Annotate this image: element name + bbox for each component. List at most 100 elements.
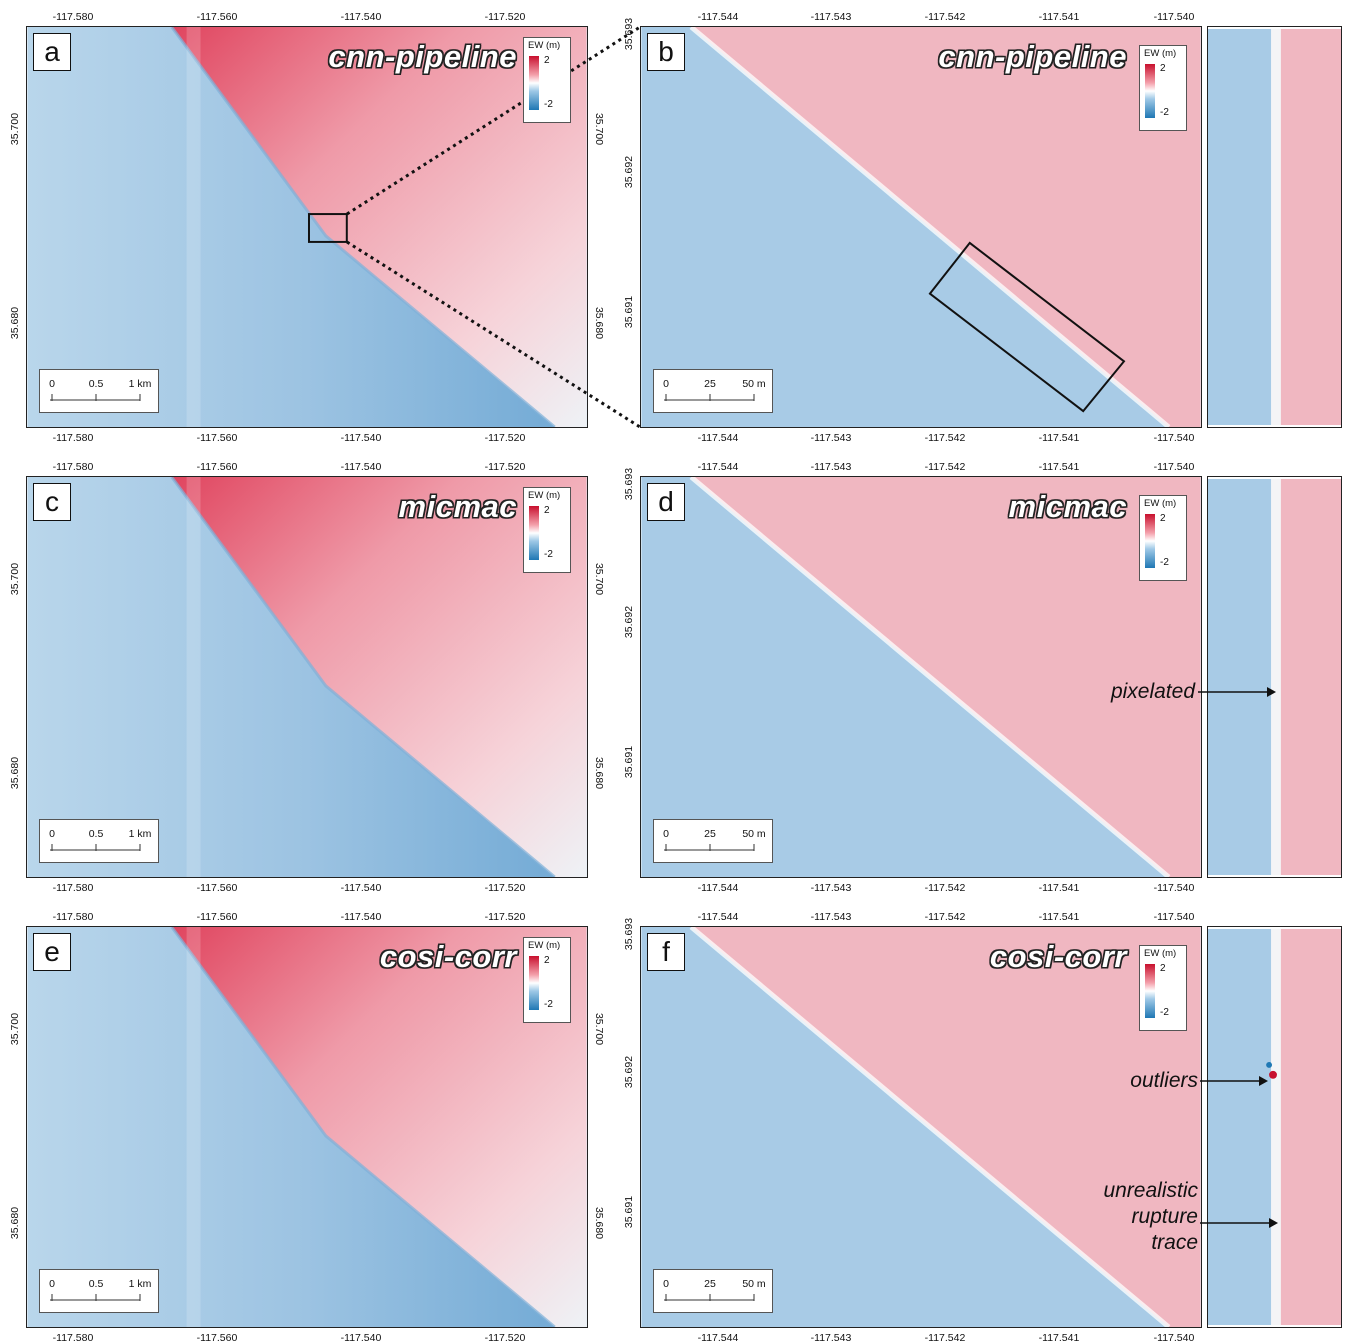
method-title: cosi-corr: [379, 939, 517, 974]
x-tick-label: -117.542: [924, 911, 966, 923]
y-tick-label: 35.700: [593, 1012, 605, 1046]
colorbar-max-label: 2: [1160, 513, 1166, 524]
colorbar-min-label: -2: [544, 549, 553, 560]
y-tick-label: 35.680: [593, 756, 605, 790]
fault-trace: [689, 477, 1171, 877]
east-block: [691, 477, 1201, 877]
x-tick-label: -117.543: [810, 461, 852, 473]
method-title: cosi-corr: [989, 939, 1127, 974]
scale-label: 50 m: [742, 378, 766, 390]
colorbar-title: EW (m): [1144, 948, 1177, 959]
scale-label: 0: [49, 378, 55, 390]
x-tick-label: -117.520: [484, 432, 526, 444]
colorbar-gradient: [1145, 964, 1155, 1018]
scale-bar: 0 25 50 m: [653, 819, 773, 863]
annotation-pixelated: pixelated: [1110, 680, 1195, 703]
scale-bar: 0 25 50 m: [653, 369, 773, 413]
y-tick-label: 35.692: [623, 1055, 635, 1089]
x-tick-label: -117.542: [924, 461, 966, 473]
colorbar-gradient: [529, 56, 539, 110]
scale-label: 0.5: [88, 378, 104, 390]
annotation-line: unrealistic: [1103, 1179, 1198, 1202]
x-tick-label: -117.541: [1038, 432, 1080, 444]
east-side: [1279, 928, 1341, 1326]
annotation-unrealistic-trace: unrealistic rupture trace: [1103, 1178, 1198, 1256]
method-title: micmac: [1008, 489, 1127, 524]
colorbar-title: EW (m): [528, 490, 561, 501]
y-tick-label: 35.693: [623, 917, 635, 951]
outlier-spot: [1266, 1061, 1273, 1068]
zoom-map-panel: f cosi-corr EW (m) 2 -2 0 25 50 m: [640, 926, 1202, 1328]
east-side: [1279, 478, 1341, 876]
scale-label: 0: [49, 1278, 55, 1290]
overview-map-panel: e cosi-corr EW (m) 2 -2 0 0.5 1 km: [26, 926, 588, 1328]
x-tick-label: -117.540: [1153, 461, 1195, 473]
method-title: cnn-pipeline: [328, 39, 517, 74]
annotation-outliers: outliers: [1130, 1069, 1198, 1092]
y-tick-label: 35.693: [623, 467, 635, 501]
east-side: [1279, 28, 1341, 426]
x-tick-label: -117.580: [52, 911, 94, 923]
y-tick-label: 35.680: [593, 1206, 605, 1240]
x-tick-label: -117.580: [52, 1332, 94, 1344]
y-tick-label: 35.692: [623, 605, 635, 639]
panel-label: a: [33, 33, 71, 71]
colorbar-min-label: -2: [1160, 107, 1169, 118]
stripe-artifact: [186, 927, 201, 1327]
x-tick-label: -117.540: [340, 461, 382, 473]
displacement-map: [27, 927, 587, 1327]
x-tick-label: -117.544: [697, 11, 739, 23]
y-tick-label: 35.700: [9, 562, 21, 596]
x-tick-label: -117.544: [697, 461, 739, 473]
scale-line: [50, 394, 141, 401]
x-tick-label: -117.544: [697, 432, 739, 444]
panel-label: e: [33, 933, 71, 971]
x-tick-label: -117.541: [1038, 1332, 1080, 1344]
colorbar-max-label: 2: [544, 55, 550, 66]
colorbar-legend: EW (m) 2 -2: [1139, 495, 1187, 581]
scale-line: [50, 844, 141, 851]
colorbar-gradient: [529, 956, 539, 1010]
scale-label: 0: [49, 828, 55, 840]
x-tick-label: -117.541: [1038, 11, 1080, 23]
stripe-artifact: [186, 27, 201, 427]
scale-label: 1 km: [128, 1278, 152, 1290]
zoom-box: [307, 213, 348, 243]
zoom-displacement-map: [641, 927, 1201, 1327]
colorbar-legend: EW (m) 2 -2: [523, 37, 571, 123]
annotation-line: rupture: [1131, 1205, 1198, 1228]
detail-box: [928, 241, 1126, 413]
x-tick-label: -117.541: [1038, 461, 1080, 473]
colorbar-max-label: 2: [1160, 63, 1166, 74]
fault-zone: [1271, 28, 1281, 426]
scale-label: 0: [663, 378, 669, 390]
colorbar-title: EW (m): [1144, 498, 1177, 509]
colorbar-max-label: 2: [544, 505, 550, 516]
x-tick-label: -117.540: [1153, 432, 1195, 444]
x-tick-label: -117.520: [484, 11, 526, 23]
colorbar-legend: EW (m) 2 -2: [1139, 945, 1187, 1031]
colorbar-min-label: -2: [1160, 1007, 1169, 1018]
annotation-arrow: [1198, 687, 1276, 697]
scale-line: [664, 394, 755, 401]
x-tick-label: -117.542: [924, 11, 966, 23]
fault-zone: [1271, 928, 1281, 1326]
x-tick-label: -117.544: [697, 911, 739, 923]
scale-bar: 0 0.5 1 km: [39, 819, 159, 863]
east-block: [691, 927, 1201, 1327]
x-tick-label: -117.560: [196, 911, 238, 923]
scale-label: 1 km: [128, 378, 152, 390]
panel-label: c: [33, 483, 71, 521]
scale-label: 0.5: [88, 828, 104, 840]
x-tick-label: -117.540: [340, 432, 382, 444]
method-title: micmac: [398, 489, 517, 524]
x-tick-label: -117.540: [340, 882, 382, 894]
annotation-line: trace: [1151, 1231, 1198, 1254]
east-block: [171, 927, 587, 1327]
x-tick-label: -117.543: [810, 1332, 852, 1344]
x-tick-label: -117.560: [196, 432, 238, 444]
colorbar-title: EW (m): [1144, 48, 1177, 59]
colorbar-title: EW (m): [528, 940, 561, 951]
fault-strip-panel: [1207, 476, 1342, 878]
scale-label: 50 m: [742, 828, 766, 840]
